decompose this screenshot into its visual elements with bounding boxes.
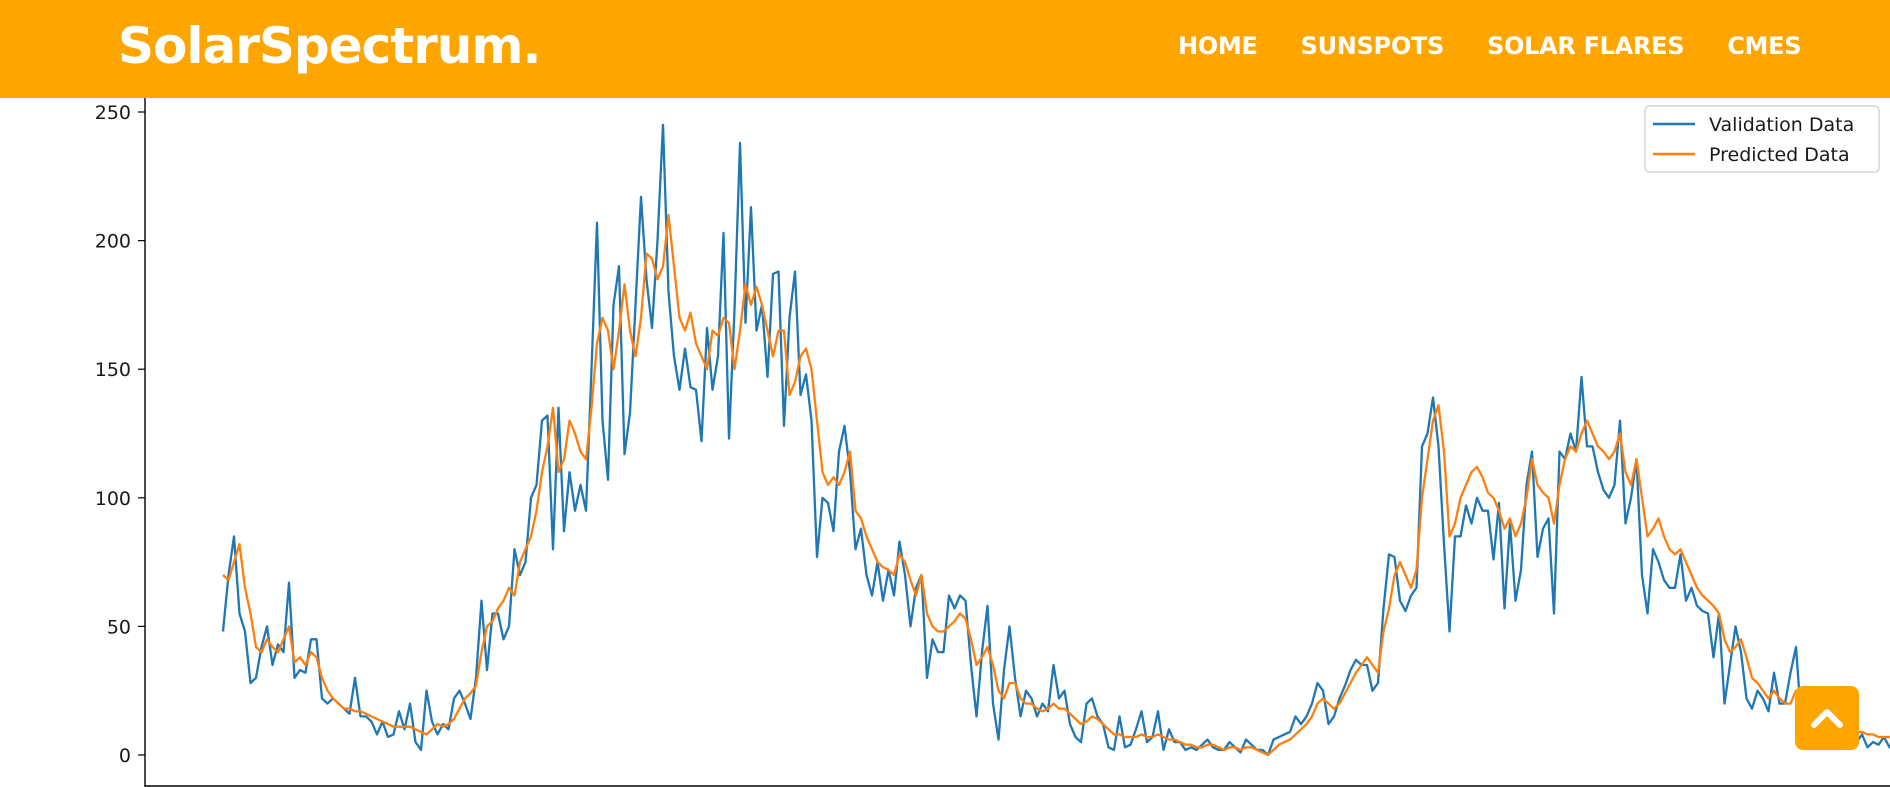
nav-link-cmes[interactable]: CMES <box>1727 32 1802 60</box>
series-line-validation <box>221 123 1890 757</box>
y-tick-label-50: 50 <box>107 616 131 638</box>
y-tick-label-100: 100 <box>95 488 131 510</box>
series-line-predicted <box>222 213 1890 757</box>
back-to-top-button[interactable] <box>1795 686 1859 750</box>
legend-label-validation: Validation Data <box>1709 114 1854 136</box>
legend-box <box>1644 105 1880 173</box>
chart-container: 0 50 100 150 200 250 Validation Data Predicted … <box>0 98 1890 787</box>
line-chart: 0 50 100 150 200 250 Validation Data Predicted … <box>95 98 1890 787</box>
legend: Validation Data Predicted Data <box>1644 105 1880 173</box>
y-tick-label-150: 150 <box>95 359 131 381</box>
nav-link-solar-flares[interactable]: SOLAR FLARES <box>1486 32 1685 60</box>
chevron-up-icon <box>1811 709 1843 728</box>
y-tick-label-250: 250 <box>95 102 131 124</box>
navbar: SolarSpectrum. HOME SUNSPOTS SOLAR FLARE… <box>0 0 1890 98</box>
nav-link-home[interactable]: HOME <box>1178 32 1258 60</box>
nav-menu: HOME SUNSPOTS SOLAR FLARES CMES <box>1178 28 1844 64</box>
y-tick-label-200: 200 <box>95 231 131 253</box>
y-tick-label-0: 0 <box>119 745 131 767</box>
brand-logo[interactable]: SolarSpectrum. <box>118 17 541 75</box>
legend-label-predicted: Predicted Data <box>1709 144 1850 166</box>
nav-link-sunspots[interactable]: SUNSPOTS <box>1300 32 1445 60</box>
